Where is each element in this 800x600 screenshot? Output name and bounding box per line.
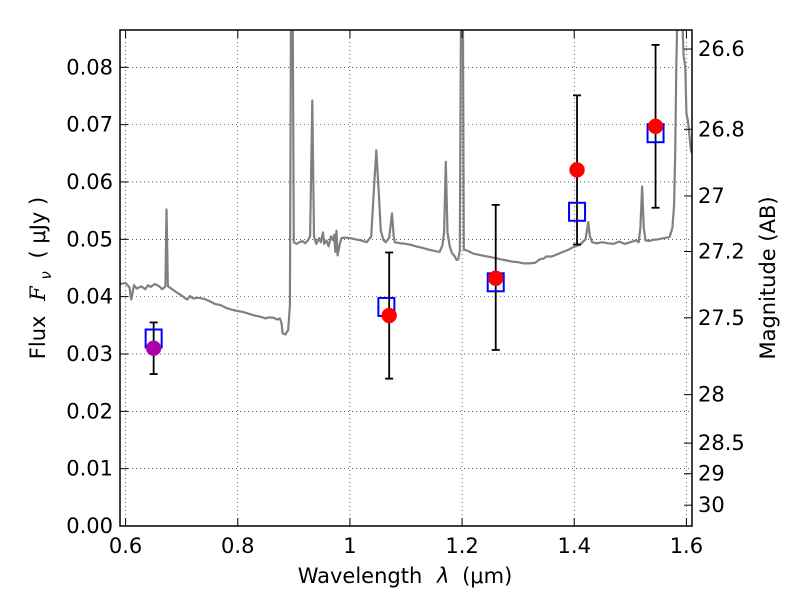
magnitude-tick-label: 26.8 (698, 117, 745, 141)
x-tick-label: 1.2 (445, 534, 478, 558)
axis-ticks: 0.6 0.8 1 1.2 1.4 1.6 0.00 0.01 0.02 0.03 0.04 0.05… (66, 30, 745, 558)
observed-photometry-point (145, 340, 162, 356)
x-tick-label: 1 (343, 534, 356, 558)
y-axis-label: Flux F ν ( μJy ) (26, 197, 56, 359)
observed-photometry-point (569, 162, 585, 178)
x-tick-label: 0.6 (109, 534, 142, 558)
y-tick-label: 0.08 (66, 55, 113, 79)
y-tick-label: 0.02 (66, 399, 113, 423)
observed-photometry-point (487, 270, 504, 287)
x-axis-label: Wavelength λ (μm) (298, 564, 513, 588)
y-tick-label: 0.06 (66, 170, 113, 194)
magnitude-axis-label: Magnitude (AB) (756, 196, 780, 359)
magnitude-tick-label: 26.6 (698, 37, 745, 61)
magnitude-tick-label: 30 (698, 493, 725, 517)
magnitude-tick-label: 27 (698, 184, 725, 208)
y-tick-label: 0.01 (66, 457, 113, 481)
y-tick-label: 0.00 (66, 514, 113, 538)
x-tick-label: 1.4 (558, 534, 591, 558)
model-photometry-square (568, 201, 587, 222)
magnitude-tick-label: 27.5 (698, 306, 745, 330)
observed-photometry-point (381, 307, 397, 324)
magnitude-tick-label: 29 (698, 462, 725, 486)
y-tick-label: 0.07 (66, 113, 113, 137)
x-tick-label: 0.8 (221, 534, 254, 558)
magnitude-tick-label: 27.2 (698, 240, 745, 264)
axes-frame (119, 29, 693, 527)
observed-photometry-point (647, 118, 664, 135)
y-tick-label: 0.03 (66, 342, 113, 366)
magnitude-tick-label: 28 (698, 383, 725, 407)
y-tick-label: 0.05 (66, 227, 113, 251)
y-tick-label: 0.04 (66, 285, 113, 309)
x-tick-label: 1.6 (670, 534, 703, 558)
plot-area (120, 30, 692, 380)
magnitude-tick-label: 28.5 (698, 431, 745, 455)
model-spectrum-line (120, 30, 692, 336)
